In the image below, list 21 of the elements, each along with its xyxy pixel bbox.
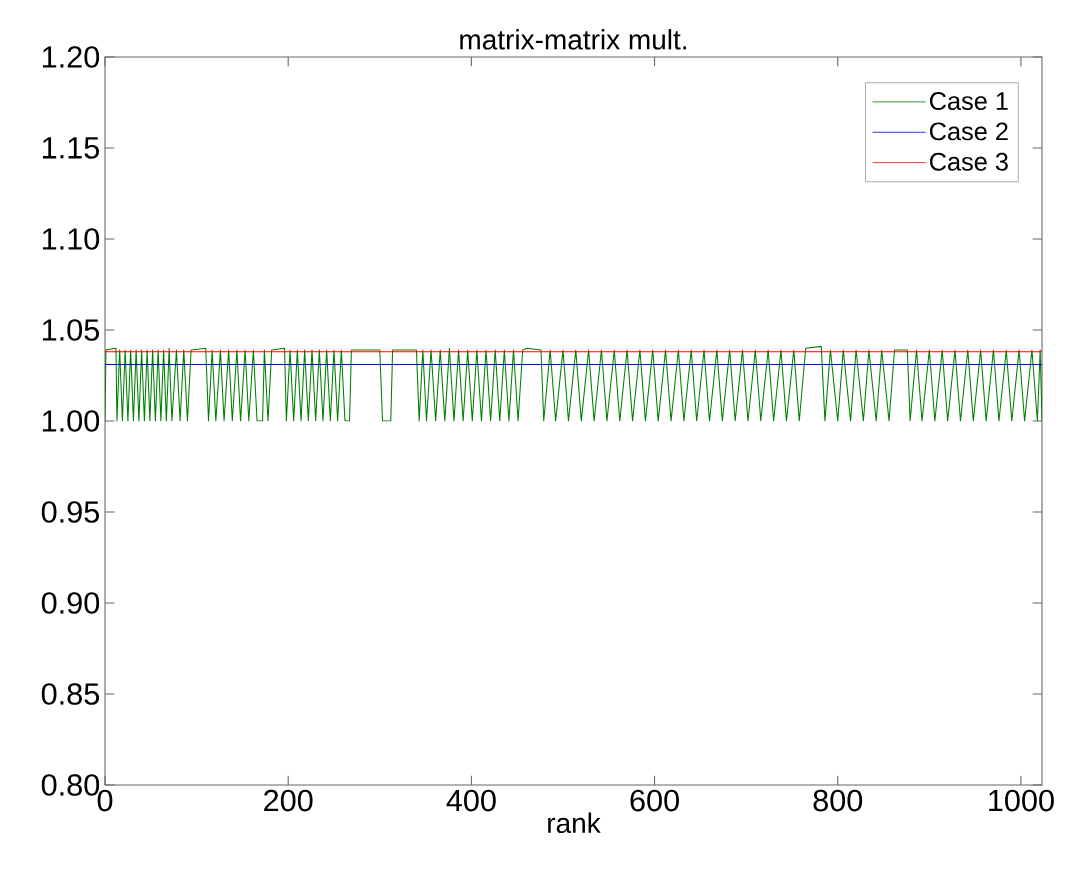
- y-tick-label: 1.15: [42, 137, 99, 159]
- legend-label: Case 2: [929, 122, 1008, 141]
- y-tick-label: 1.10: [42, 228, 100, 250]
- x-tick-label: 200: [264, 789, 313, 812]
- y-tick-label: 1.00: [42, 410, 100, 432]
- x-tick-label: 600: [630, 789, 679, 812]
- y-tick-label: 1.20: [42, 46, 100, 68]
- x-tick-label: 400: [446, 789, 496, 812]
- x-axis-title: rank: [548, 812, 601, 834]
- legend-label: Case 1: [929, 92, 1008, 111]
- line-series: [105, 345, 1042, 422]
- y-tick-label: 0.95: [41, 501, 99, 523]
- y-tick-label: 0.85: [41, 683, 99, 705]
- legend-label: Case 3: [929, 152, 1008, 171]
- y-tick-label: 0.90: [41, 592, 100, 614]
- x-tick-label: 800: [813, 789, 863, 812]
- x-tick-label: 1000: [989, 789, 1054, 812]
- y-tick-label: 1.05: [42, 319, 99, 341]
- chart-title: matrix-matrix mult.: [460, 29, 687, 50]
- y-tick-label: 0.80: [41, 774, 100, 796]
- x-tick-label: 0: [97, 789, 113, 812]
